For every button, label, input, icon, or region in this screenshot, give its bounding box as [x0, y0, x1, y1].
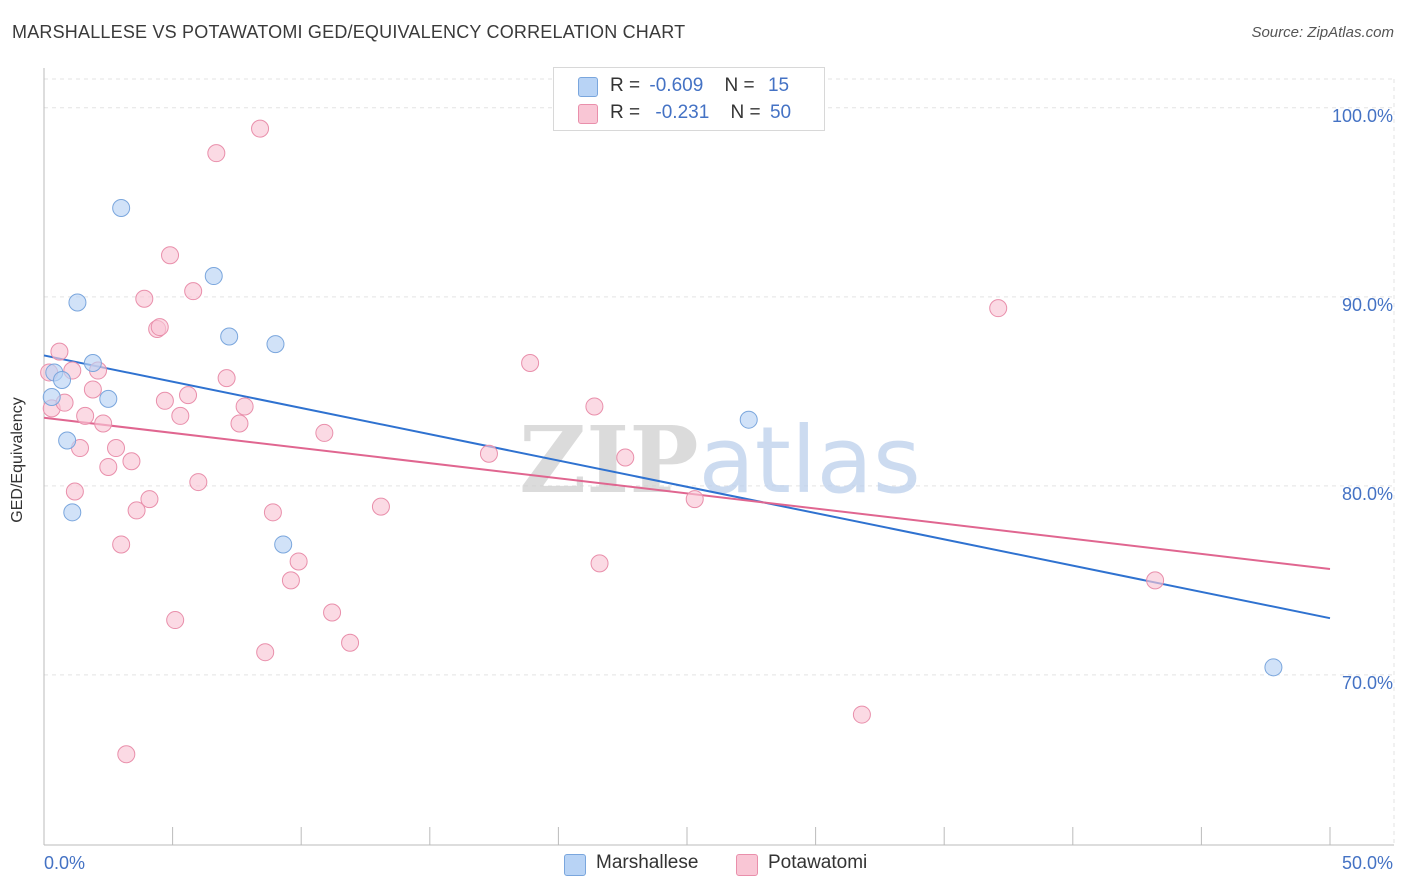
point-marshallese: [68, 293, 87, 312]
point-potawatomi: [852, 705, 871, 724]
point-potawatomi: [179, 386, 198, 405]
n-value: 50: [769, 102, 792, 123]
point-potawatomi: [289, 552, 308, 571]
point-potawatomi: [315, 423, 334, 442]
y-tick-label: 100.0%: [1332, 106, 1393, 126]
point-potawatomi: [65, 482, 84, 501]
point-marshallese: [63, 503, 82, 522]
legend-text-marshallese: R = -0.609 N = 15: [610, 75, 789, 97]
r-label: R =: [610, 102, 641, 123]
trend-lines: [43, 354, 1331, 620]
point-potawatomi: [112, 535, 131, 554]
potawatomi-swatch: [578, 104, 598, 124]
point-potawatomi: [189, 473, 208, 492]
point-marshallese: [274, 535, 293, 554]
point-marshallese: [83, 353, 102, 372]
legend-text-potawatomi: R = -0.231 N = 50: [610, 102, 791, 124]
point-potawatomi: [521, 353, 540, 372]
correlation-legend: R = -0.609 N = 15 R = -0.231 N = 50: [553, 67, 825, 131]
n-label: N =: [730, 102, 761, 123]
point-marshallese: [99, 389, 118, 408]
point-potawatomi: [256, 643, 275, 662]
chart-title: MARSHALLESE VS POTAWATOMI GED/EQUIVALENC…: [12, 22, 686, 42]
point-marshallese: [42, 388, 61, 407]
y-tick-label: 70.0%: [1342, 673, 1393, 693]
point-marshallese: [53, 371, 72, 389]
point-potawatomi: [171, 406, 190, 425]
y-tick-label: 80.0%: [1342, 484, 1393, 504]
point-potawatomi: [281, 571, 300, 590]
point-potawatomi: [479, 444, 498, 463]
point-potawatomi: [50, 342, 69, 361]
point-potawatomi: [616, 448, 635, 467]
point-potawatomi: [150, 318, 169, 337]
point-potawatomi: [161, 246, 180, 265]
point-potawatomi: [184, 282, 203, 301]
x-tick-label-max: 50.0%: [1342, 853, 1393, 873]
point-potawatomi: [230, 414, 249, 433]
point-marshallese: [58, 431, 77, 450]
point-potawatomi: [1146, 571, 1165, 590]
point-potawatomi: [166, 611, 185, 630]
point-potawatomi: [685, 490, 704, 509]
watermark: ZIPatlas: [519, 406, 921, 514]
point-potawatomi: [122, 452, 141, 471]
point-potawatomi: [323, 603, 342, 622]
y-tick-label: 90.0%: [1342, 295, 1393, 315]
point-potawatomi: [371, 497, 390, 516]
source-credit: Source: ZipAtlas.com: [1251, 24, 1394, 41]
point-potawatomi: [989, 299, 1008, 318]
watermark-zip: ZIP: [519, 406, 698, 514]
point-potawatomi: [263, 503, 282, 522]
point-potawatomi: [155, 391, 174, 410]
point-potawatomi: [127, 501, 146, 520]
point-potawatomi: [140, 490, 159, 509]
point-potawatomi: [585, 397, 604, 416]
point-marshallese: [266, 335, 285, 354]
point-marshallese: [1264, 658, 1283, 677]
r-value: -0.609: [649, 75, 704, 96]
point-potawatomi: [76, 406, 95, 425]
point-marshallese: [739, 410, 758, 429]
axes: [43, 68, 1394, 846]
point-potawatomi: [251, 119, 270, 138]
point-potawatomi: [99, 457, 118, 476]
point-marshallese: [112, 198, 131, 217]
r-value: -0.231: [655, 102, 710, 123]
trend-line-marshallese: [43, 354, 1331, 620]
point-potawatomi: [235, 397, 254, 416]
point-potawatomi: [217, 369, 236, 388]
point-potawatomi: [590, 554, 609, 573]
point-potawatomi: [341, 633, 360, 652]
trend-line-potawatomi: [43, 416, 1331, 571]
n-label: N =: [724, 75, 755, 96]
point-potawatomi: [107, 439, 126, 458]
n-value: 15: [767, 75, 790, 96]
data-points: [40, 119, 1283, 764]
x-tick-label-min: 0.0%: [44, 853, 85, 873]
point-potawatomi: [207, 144, 226, 163]
point-potawatomi: [135, 289, 154, 308]
series-legend-marshallese-label: Marshallese: [596, 852, 699, 873]
tick-labels: 70.0% 80.0% 90.0% 100.0% 0.0% 50.0%: [44, 106, 1393, 873]
point-potawatomi: [83, 380, 102, 399]
marshallese-swatch: [578, 77, 598, 97]
point-potawatomi: [117, 745, 136, 764]
point-marshallese: [220, 327, 239, 346]
r-label: R =: [610, 75, 641, 96]
potawatomi-swatch: [736, 854, 758, 876]
marshallese-swatch: [564, 854, 586, 876]
point-potawatomi: [94, 414, 113, 433]
series-legend-potawatomi-label: Potawatomi: [768, 852, 868, 873]
point-marshallese: [204, 267, 223, 286]
series-legend: Marshallese Potawatomi: [0, 852, 1406, 878]
